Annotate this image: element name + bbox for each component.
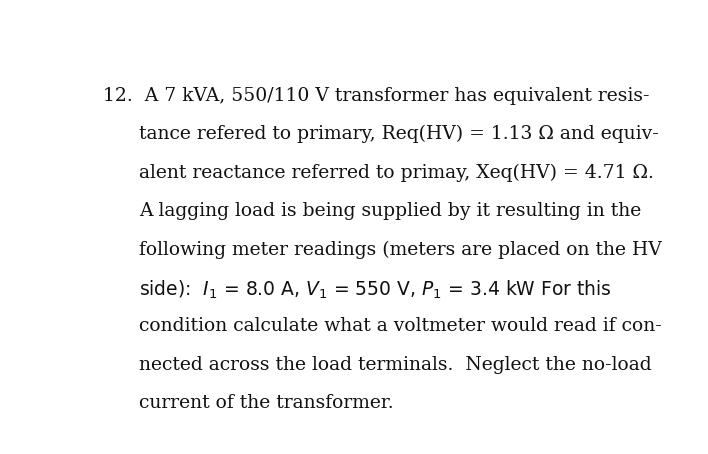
Text: nected across the load terminals.  Neglect the no-load: nected across the load terminals. Neglec… — [139, 356, 651, 374]
Text: current of the transformer.: current of the transformer. — [139, 394, 394, 412]
Text: side):  $I_1$ = 8.0 A, $V_1$ = 550 V, $P_1$ = 3.4 kW For this: side): $I_1$ = 8.0 A, $V_1$ = 550 V, $P_… — [139, 279, 612, 301]
Text: tance refered to primary, Req(HV) = 1.13 Ω and equiv-: tance refered to primary, Req(HV) = 1.13… — [139, 125, 658, 143]
Text: 12.  A 7 kVA, 550/110 V transformer has equivalent resis-: 12. A 7 kVA, 550/110 V transformer has e… — [103, 87, 649, 104]
Text: alent reactance referred to primay, Xeq(HV) = 4.71 Ω.: alent reactance referred to primay, Xeq(… — [139, 163, 654, 182]
Text: following meter readings (meters are placed on the HV: following meter readings (meters are pla… — [139, 241, 662, 259]
Text: A lagging load is being supplied by it resulting in the: A lagging load is being supplied by it r… — [139, 202, 641, 220]
Text: condition calculate what a voltmeter would read if con-: condition calculate what a voltmeter wou… — [139, 317, 662, 336]
